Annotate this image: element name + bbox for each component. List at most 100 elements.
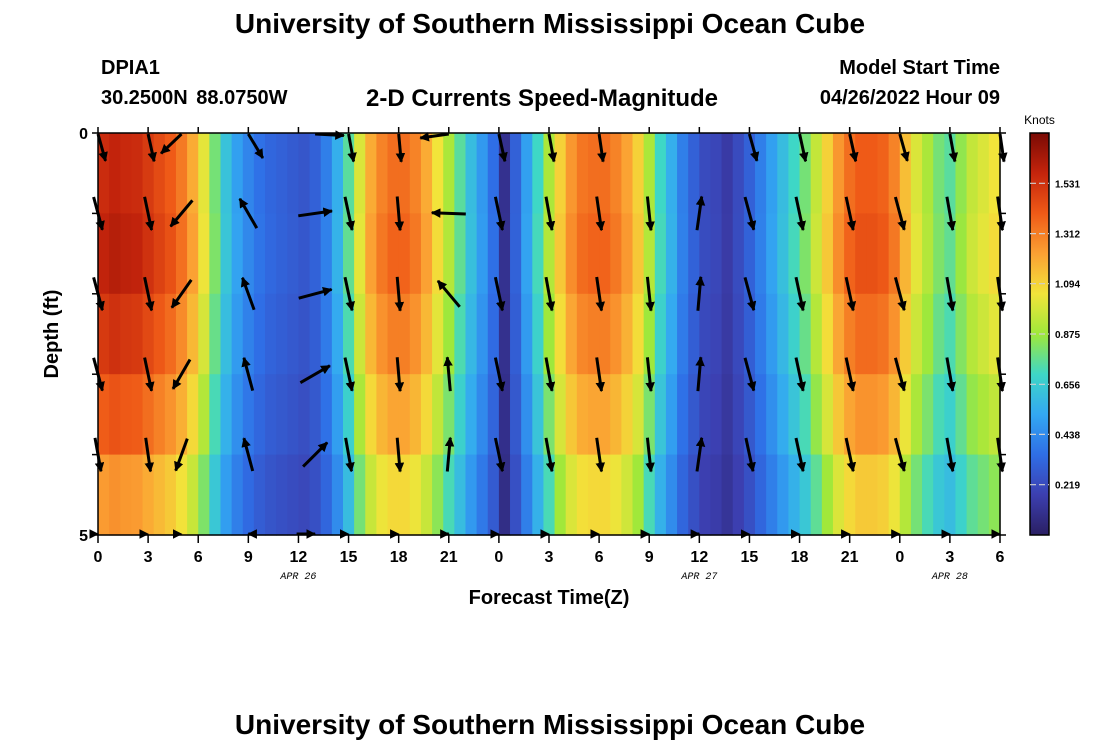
heatmap-cell xyxy=(476,374,489,456)
current-vector xyxy=(169,199,194,228)
heatmap-cell xyxy=(387,454,400,536)
heatmap-cell xyxy=(309,454,322,536)
heatmap-cell xyxy=(231,293,244,375)
heatmap-cell xyxy=(910,213,923,295)
colorbar-tick-label: 0.219 xyxy=(1055,481,1080,492)
heatmap-cell xyxy=(766,454,778,536)
current-vector xyxy=(444,436,455,472)
heatmap-cell xyxy=(933,293,945,375)
heatmap-cell xyxy=(164,293,177,375)
heatmap-cell xyxy=(510,293,522,375)
heatmap-cell xyxy=(187,454,199,536)
x-tick-label: 12 xyxy=(690,549,708,566)
heatmap-cell xyxy=(164,213,177,295)
heatmap-cell xyxy=(253,133,266,214)
heatmap-cell xyxy=(521,454,533,536)
heatmap-cell xyxy=(98,213,110,295)
heatmap-cell xyxy=(610,454,622,536)
heatmap-cell xyxy=(755,133,767,214)
heatmap-cell xyxy=(610,374,622,456)
heatmap-cell xyxy=(175,213,188,295)
heatmap-cell xyxy=(554,293,567,375)
current-vector xyxy=(844,437,857,473)
current-vector xyxy=(343,357,355,392)
heatmap-cell xyxy=(821,293,834,375)
heatmap-cell xyxy=(409,374,422,456)
date-label: APR 27 xyxy=(680,572,717,583)
heatmap-cell xyxy=(844,133,856,214)
heatmap-cell xyxy=(242,213,255,295)
heatmap-cell xyxy=(298,133,311,214)
heatmap-cell xyxy=(120,374,133,456)
heatmap-cell xyxy=(643,133,656,214)
heatmap-cell xyxy=(109,374,121,456)
heatmap-cell xyxy=(443,133,455,214)
heatmap-cell xyxy=(799,454,812,536)
current-vector xyxy=(394,276,405,312)
colorbar: Knots 0.219 0.438 0.656 0.875 1.094 1.312 1.531 xyxy=(1024,113,1080,536)
date-label: APR 26 xyxy=(279,572,316,583)
x-tick-label: 9 xyxy=(645,549,654,566)
speed-heatmap xyxy=(98,133,1001,536)
heatmap-cell xyxy=(988,293,1001,375)
heatmap-cell xyxy=(755,293,767,375)
date-label: APR 28 xyxy=(931,572,968,583)
heatmap-cell xyxy=(677,293,689,375)
heatmap-cell xyxy=(320,293,333,375)
heatmap-cell xyxy=(131,374,144,456)
current-vector xyxy=(743,357,757,392)
heatmap-cell xyxy=(732,454,745,536)
heatmap-cell xyxy=(265,213,277,295)
heatmap-cell xyxy=(810,213,823,295)
current-vector xyxy=(893,277,907,312)
heatmap-cell xyxy=(342,454,355,536)
current-vector xyxy=(343,196,355,231)
heatmap-cell xyxy=(710,133,723,214)
heatmap-cell xyxy=(454,454,467,536)
heatmap-cell xyxy=(320,133,333,214)
heatmap-cell xyxy=(153,213,166,295)
heatmap-cell xyxy=(788,374,801,456)
heatmap-cell xyxy=(153,133,166,214)
heatmap-cell xyxy=(142,133,155,214)
heatmap-cell xyxy=(331,293,344,375)
station-id: DPIA1 xyxy=(101,57,160,79)
heatmap-cell xyxy=(265,454,277,536)
heatmap-cell xyxy=(209,213,222,295)
heatmap-cell xyxy=(209,454,222,536)
heatmap-cell xyxy=(443,213,455,295)
heatmap-cell xyxy=(142,213,155,295)
heatmap-cell xyxy=(175,374,188,456)
heatmap-cell xyxy=(988,213,1001,295)
current-vector xyxy=(544,437,556,473)
x-tick-label: 21 xyxy=(841,549,859,566)
current-vector xyxy=(547,133,558,163)
heatmap-cell xyxy=(922,374,934,456)
heatmap-cell xyxy=(844,374,856,456)
current-vector xyxy=(144,437,155,473)
heatmap-cell xyxy=(743,293,756,375)
heatmap-cell xyxy=(443,293,455,375)
heatmap-cell xyxy=(576,374,589,456)
heatmap-cell xyxy=(877,293,890,375)
current-vector xyxy=(898,133,910,162)
heatmap-cell xyxy=(498,454,511,536)
current-vector xyxy=(347,133,357,163)
current-vector xyxy=(595,196,606,232)
heatmap-cell xyxy=(532,133,545,214)
heatmap-cell xyxy=(354,133,366,214)
colorbar-tick-label: 1.312 xyxy=(1055,230,1080,241)
heatmap-cell xyxy=(398,374,411,456)
heatmap-cell xyxy=(621,374,634,456)
heatmap-cell xyxy=(732,133,745,214)
heatmap-cell xyxy=(209,374,222,456)
x-tick-label: 3 xyxy=(945,549,954,566)
heatmap-cell xyxy=(543,374,556,456)
heatmap-cell xyxy=(309,293,322,375)
current-vector xyxy=(344,437,355,473)
current-vector xyxy=(743,196,757,231)
current-vector xyxy=(394,357,405,393)
heatmap-cell xyxy=(276,133,288,214)
heatmap-cell xyxy=(966,454,979,536)
x-tick-label: 0 xyxy=(494,549,503,566)
